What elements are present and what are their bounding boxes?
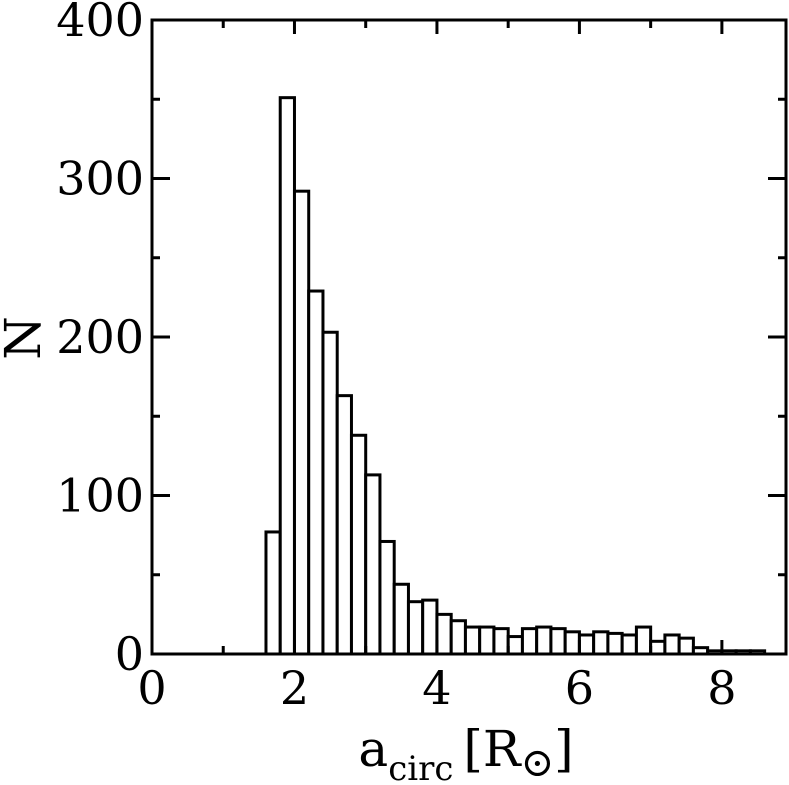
x-tick-label: 8	[707, 661, 736, 715]
histogram-bar	[264, 530, 282, 656]
y-axis-label: N	[0, 316, 52, 360]
histogram-bar	[634, 625, 653, 656]
histogram-bars	[264, 96, 767, 656]
histogram-bar	[492, 627, 510, 656]
y-tick-label: 200	[56, 310, 144, 364]
histogram-bar	[435, 612, 453, 656]
x-tick-label: 0	[137, 661, 166, 715]
x-axis-label-subscript: circ	[388, 749, 453, 785]
histogram-bar	[449, 619, 467, 656]
histogram-bar	[478, 625, 496, 656]
histogram-bar	[506, 635, 524, 656]
y-tick-label: 300	[56, 152, 144, 206]
histogram-bar	[663, 633, 681, 656]
histogram-bar	[421, 598, 439, 656]
x-tick-label: 6	[565, 661, 594, 715]
histogram-bar	[535, 625, 553, 656]
plot-frame	[150, 18, 788, 656]
histogram-bar	[463, 625, 482, 656]
histogram-bar	[520, 627, 539, 656]
x-tick-label: 4	[422, 661, 451, 715]
x-axis-label-unit-close: ]	[554, 720, 574, 778]
x-axis-label-main: a	[358, 720, 388, 778]
histogram-bar	[307, 289, 325, 656]
histogram-bar	[321, 330, 339, 656]
histogram-bar	[563, 630, 581, 656]
x-tick-label: 2	[280, 661, 309, 715]
histogram-bar	[378, 539, 396, 656]
axis-ticks	[150, 18, 786, 656]
histogram-bar	[549, 627, 567, 656]
x-axis-label: acirc [R⊙]	[358, 720, 573, 785]
histogram-bar	[406, 600, 425, 656]
sun-symbol: ⊙	[521, 740, 555, 785]
histogram-bar	[278, 96, 296, 656]
histogram-bar	[335, 394, 353, 656]
y-tick-label: 100	[56, 469, 144, 523]
histogram-bar	[364, 473, 382, 656]
histogram-bar	[292, 189, 311, 656]
x-axis-label-unit-open: [R	[463, 720, 522, 778]
histogram-bar	[577, 633, 596, 656]
histogram-bar	[592, 630, 610, 656]
histogram-bar	[649, 639, 667, 656]
histogram-bar	[349, 433, 368, 656]
histogram-bar	[392, 582, 410, 656]
y-tick-label: 400	[56, 0, 144, 47]
histogram-bar	[620, 633, 638, 656]
y-tick-label: 0	[115, 627, 144, 681]
histogram-bar	[606, 631, 624, 656]
histogram-bar	[677, 636, 695, 656]
axis-tick-labels: 0 2 4 6 8 0 100 200 300 400	[56, 0, 736, 715]
